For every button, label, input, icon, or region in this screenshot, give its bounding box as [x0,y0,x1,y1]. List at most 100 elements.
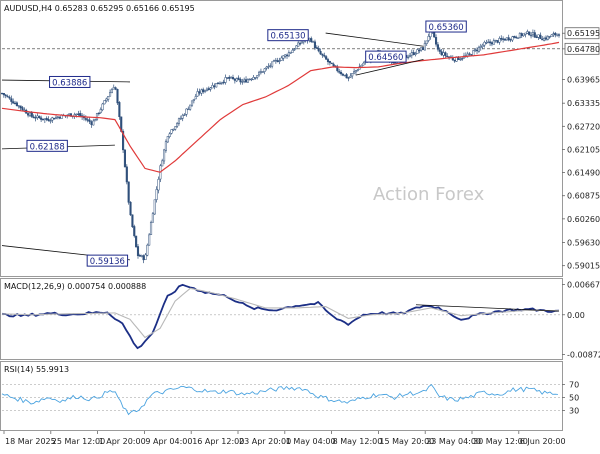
candle-body [149,222,153,235]
candle-body [86,119,89,121]
candle-body [112,87,115,90]
candle-body [140,255,143,257]
price-y-tick-label: 0.59015 [567,262,600,271]
candle-body [21,107,24,111]
candle-body [513,36,516,38]
candle-body [107,96,110,100]
candle-body [287,52,290,57]
price-y-tick-label: 0.65195 [567,29,600,38]
candle-body [79,113,82,117]
candle-body [17,105,20,107]
candle-body [118,102,121,117]
candle-body [321,53,324,56]
candle-body [489,41,492,44]
candle-body [49,120,52,122]
candle-body [518,33,521,39]
candle-body [557,34,561,36]
candle-body [511,36,514,41]
watermark: Action Forex [373,184,485,205]
price-y-tick-label: 0.64780 [567,45,600,54]
x-tick-label: 15 May 20:00 [379,437,434,446]
candle-body [310,38,313,43]
candle-body [436,44,439,50]
candle-body [550,34,553,37]
rsi-plot [1,383,562,416]
candle-body [198,91,201,94]
candle-body [427,36,430,41]
candle-body [360,64,363,67]
candle-body [483,41,486,46]
candle-body [231,77,235,80]
candle-body [472,50,475,56]
candle-body [328,60,331,63]
candle-body [170,129,173,134]
price-y-tick-label: 0.63965 [567,75,600,84]
candle-body [187,108,190,111]
candle-body [544,37,548,40]
candle-body [451,57,454,61]
candle-body [475,49,479,52]
candle-body [168,133,171,137]
candle-body [235,78,238,82]
rsi-panel-frame [0,361,563,431]
candle-body [222,81,225,84]
candle-body [416,49,419,54]
candle-body [200,89,203,94]
candle-body [351,73,354,77]
candle-body [189,104,192,110]
candle-body [125,166,128,183]
candle-body [267,66,270,68]
candle-body [356,69,359,71]
candle-body [217,82,220,85]
candle-body [477,47,480,52]
price-y-tick-label: 0.60875 [567,192,600,201]
candle-body [146,244,149,256]
candle-body [289,51,292,54]
price-annotation-label: 0.63886 [52,78,87,88]
candle-body [440,51,443,56]
candle-body [226,77,229,79]
candle-body [136,246,140,256]
candle-body [122,130,125,151]
candle-body [84,118,87,120]
candle-body [271,61,274,67]
trendline [355,58,424,76]
price-y-tick-label: 0.62720 [567,122,600,131]
candle-body [338,71,341,73]
price-annotation-label: 0.64560 [368,53,403,63]
candle-body [30,112,33,117]
moving-average-line [1,41,560,173]
candle-body [142,255,145,261]
candle-body [285,54,289,57]
candle-body [95,112,99,120]
candle-body [485,42,488,44]
candle-body [157,179,160,191]
candle-body [494,39,497,42]
candle-body [34,117,37,119]
candle-body [526,31,529,34]
candle-body [552,33,555,35]
candle-body [192,98,195,102]
candle-body [453,59,456,62]
candle-body [12,101,15,104]
candle-body [339,71,343,75]
candle-body [213,85,216,87]
candle-body [496,40,499,43]
candle-body [295,45,298,50]
candle-body [503,38,507,41]
candle-body [341,73,344,76]
macd-plot [1,283,562,350]
candle-body [215,83,218,88]
candle-body [528,31,531,36]
candle-body [444,52,447,56]
candle-body [97,112,100,115]
candle-body [293,48,296,51]
candle-body [228,76,231,79]
candle-body [272,60,276,62]
price-annotation-box [26,139,68,152]
candle-body [218,82,222,85]
candle-body [166,136,169,143]
candle-body [284,54,287,57]
candle-body [8,96,11,99]
candle-body [313,41,317,49]
